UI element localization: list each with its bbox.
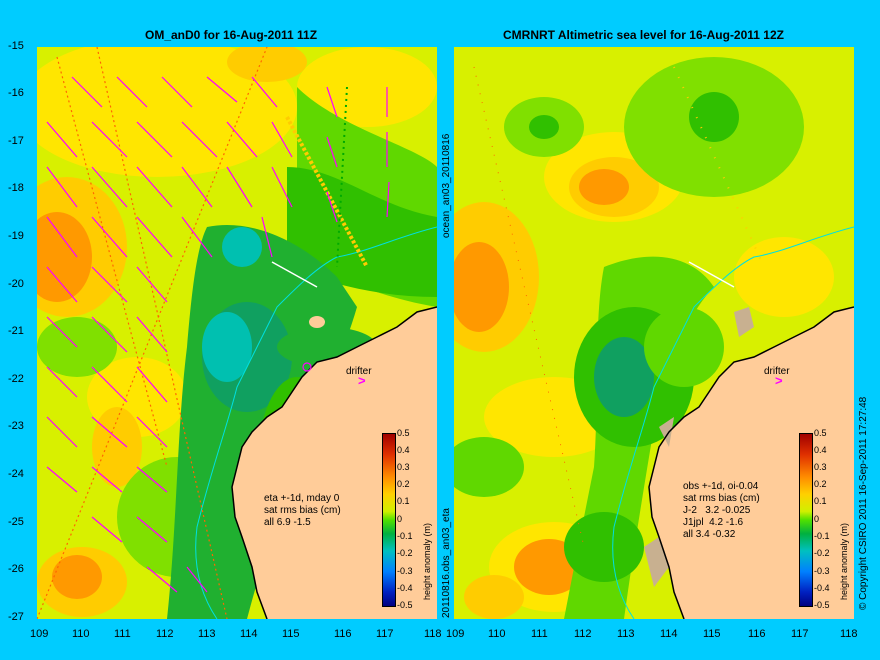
left-cb-tick: 0	[397, 514, 403, 524]
right-map-title: CMRNRT Altimetric sea level for 16-Aug-2…	[503, 28, 784, 42]
right-cb-tick: 0.4	[814, 445, 827, 455]
left-cb-title: height anomaly (m)	[422, 522, 432, 600]
left-cb-tick: -0.2	[397, 548, 413, 558]
left-cb-tick: -0.3	[397, 566, 413, 576]
lon-tick: 111	[531, 628, 548, 640]
lat-tick: -21	[8, 325, 24, 337]
left-drifter-label: drifter	[346, 366, 372, 377]
lon-tick: 110	[488, 628, 506, 640]
lat-tick: -25	[8, 516, 24, 528]
right-cb-tick: 0.2	[814, 479, 827, 489]
left-cb-tick: -0.4	[397, 583, 413, 593]
current-vectors	[46, 76, 390, 593]
lat-tick: -27	[8, 611, 24, 623]
right-colorbar	[799, 433, 813, 607]
copyright-label: © Copyright CSIRO 2011 16-Sep-2011 17:27…	[858, 396, 869, 610]
lat-tick: -23	[8, 420, 24, 432]
right-map-svg	[454, 47, 854, 619]
right-cb-title: height anomaly (m)	[839, 522, 849, 600]
right-cb-tick: -0.2	[814, 548, 830, 558]
right-cb-tick: -0.3	[814, 566, 830, 576]
lon-tick: 116	[334, 628, 352, 640]
lon-tick: 118	[840, 628, 858, 640]
right-stats-info: obs +-1d, oi-0.04 sat rms bias (cm) J-2 …	[683, 481, 760, 540]
left-side-label-top: ocean_an03_20110816	[441, 133, 452, 238]
right-drifter-label: drifter	[764, 366, 790, 377]
right-cb-tick: -0.4	[814, 583, 830, 593]
left-side-label-bottom: 20110816.obs_an03_eta	[441, 508, 452, 618]
lon-tick: 112	[156, 628, 174, 640]
lat-tick: -20	[8, 278, 24, 290]
lat-tick: -24	[8, 468, 24, 480]
left-stats-info: eta +-1d, mday 0 sat rms bias (cm) all 6…	[264, 493, 341, 528]
left-cb-tick: 0.2	[397, 479, 410, 489]
left-drifter-arrow-icon: >	[358, 373, 366, 388]
lon-tick: 114	[240, 628, 258, 640]
lon-tick: 113	[617, 628, 635, 640]
lon-tick: 116	[748, 628, 766, 640]
lon-tick: 118	[424, 628, 442, 640]
left-cb-tick: 0.4	[397, 445, 410, 455]
left-map-svg	[37, 47, 437, 619]
lon-tick: 111	[114, 628, 131, 640]
lon-tick: 110	[72, 628, 90, 640]
lon-tick: 117	[791, 628, 809, 640]
left-map	[37, 47, 437, 619]
lat-tick: -17	[8, 135, 24, 147]
lon-tick: 115	[703, 628, 721, 640]
lat-tick: -26	[8, 563, 24, 575]
right-cb-tick: 0.5	[814, 428, 827, 438]
lon-tick: 109	[30, 628, 49, 640]
left-cb-tick: -0.1	[397, 531, 413, 541]
lat-tick: -15	[8, 40, 24, 52]
left-cb-tick: 0.5	[397, 428, 410, 438]
lon-tick: 112	[574, 628, 592, 640]
lon-tick: 117	[376, 628, 394, 640]
right-cb-tick: 0.3	[814, 462, 827, 472]
lat-tick: -19	[8, 230, 24, 242]
lon-tick: 113	[198, 628, 216, 640]
lon-tick: 114	[660, 628, 678, 640]
lon-tick: 109	[446, 628, 465, 640]
right-drifter-arrow-icon: >	[775, 373, 783, 388]
lat-tick: -18	[8, 182, 24, 194]
left-cb-tick: -0.5	[397, 600, 413, 610]
right-map	[454, 47, 854, 619]
right-cb-tick: -0.5	[814, 600, 830, 610]
left-map-title: OM_anD0 for 16-Aug-2011 11Z	[145, 28, 318, 42]
lat-tick: -22	[8, 373, 24, 385]
left-cb-tick: 0.3	[397, 462, 410, 472]
left-cb-tick: 0.1	[397, 496, 410, 506]
right-cb-tick: 0	[814, 514, 820, 524]
right-cb-tick: 0.1	[814, 496, 827, 506]
lat-tick: -16	[8, 87, 24, 99]
right-cb-tick: -0.1	[814, 531, 830, 541]
left-colorbar	[382, 433, 396, 607]
lon-tick: 115	[282, 628, 300, 640]
